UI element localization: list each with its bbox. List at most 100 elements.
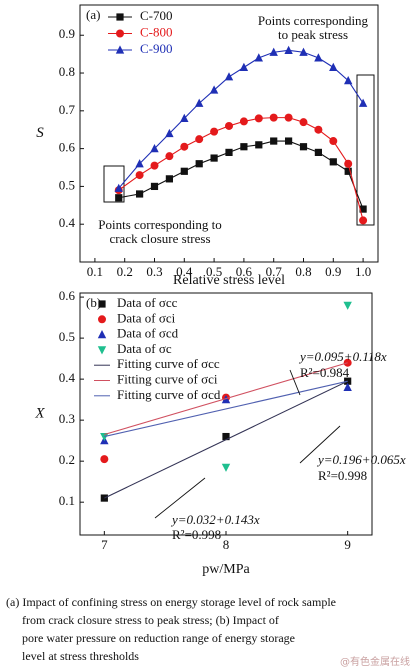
legend-marker	[115, 45, 125, 54]
point	[269, 113, 278, 122]
legend-label: C-800	[140, 24, 173, 39]
y-tick-label: 0.6	[59, 140, 76, 155]
caption-line: pore water pressure on reduction range o…	[22, 631, 295, 645]
y-tick-label: 0.9	[59, 26, 75, 41]
point	[150, 161, 159, 170]
caption-line: (a) Impact of confining stress on energy…	[6, 595, 336, 609]
point	[359, 205, 367, 213]
annotation: Points corresponding	[258, 13, 369, 28]
watermark: @有色金属在线	[340, 655, 410, 668]
x-tick-label: 7	[101, 537, 108, 552]
x-tick-label: 1.0	[355, 264, 371, 279]
annotation-arrow	[299, 425, 341, 464]
series-line	[104, 380, 348, 438]
point	[225, 148, 233, 156]
point	[224, 72, 234, 81]
point	[358, 98, 368, 107]
x-tick-label: 8	[223, 537, 230, 552]
point	[222, 432, 230, 441]
point	[343, 382, 352, 391]
point	[344, 377, 352, 385]
x-tick-label: 0.7	[266, 264, 283, 279]
point	[210, 154, 218, 162]
point	[239, 117, 248, 126]
x-tick-label: 0.9	[325, 264, 341, 279]
peak-stress-box	[356, 74, 375, 226]
point	[269, 47, 278, 56]
y-tick-label: 0.4	[59, 370, 76, 385]
legend-label: C-700	[140, 8, 173, 23]
point	[284, 113, 293, 122]
point	[299, 118, 308, 127]
y-tick-label: 0.8	[59, 64, 75, 79]
point	[299, 143, 308, 151]
legend-label: Fitting curve of σcc	[117, 356, 220, 371]
point	[329, 158, 337, 166]
point	[314, 53, 323, 62]
legend-label: Fitting curve of σcd	[117, 387, 221, 402]
y-tick-label: 0.5	[59, 329, 75, 344]
legend-marker	[116, 29, 124, 38]
legend-label: Data of σc	[117, 341, 172, 356]
x-tick-label: 0.6	[236, 264, 253, 279]
point	[150, 182, 159, 191]
annotation: R²=0.998	[172, 527, 221, 542]
point	[165, 128, 174, 138]
annotation: to peak stress	[278, 27, 348, 42]
point	[240, 143, 248, 151]
point	[359, 216, 368, 225]
annotation: crack closure stress	[109, 231, 210, 246]
legend-marker	[97, 346, 107, 355]
y-tick-label: 0.2	[59, 452, 75, 467]
point	[314, 125, 323, 134]
annotation: R²=0.998	[318, 468, 367, 483]
point	[100, 494, 108, 502]
series-line	[104, 362, 348, 436]
point	[165, 152, 174, 161]
point	[285, 137, 293, 145]
point	[225, 121, 233, 130]
series-line	[104, 380, 348, 499]
annotation: y=0.032+0.143x	[170, 512, 260, 527]
point	[180, 167, 188, 175]
point	[180, 113, 189, 122]
y-tick-label: 0.7	[59, 102, 76, 117]
point	[195, 160, 203, 168]
annotation-arrow	[289, 369, 301, 396]
plot-frame	[79, 4, 379, 263]
point	[115, 194, 123, 202]
x-axis-label: Relative stress level	[173, 273, 285, 288]
legend-label: Data of σcc	[117, 295, 178, 310]
panel-label: (b)	[86, 295, 101, 310]
x-tick-label: 0.2	[117, 264, 133, 279]
point	[114, 183, 123, 192]
y-axis-label: X	[34, 405, 45, 421]
point	[344, 167, 352, 175]
annotation: Points corresponding to	[98, 217, 222, 232]
point	[136, 190, 144, 198]
annotation-arrow	[154, 477, 206, 519]
legend-marker	[97, 330, 107, 339]
annotation: R²=0.984	[300, 365, 350, 380]
point	[255, 141, 263, 149]
y-tick-label: 0.1	[59, 493, 75, 508]
legend-label: Fitting curve of σci	[117, 371, 218, 386]
legend-label: Data of σcd	[117, 326, 179, 341]
x-tick-label: 0.1	[87, 264, 103, 279]
x-tick-label: 0.8	[295, 264, 311, 279]
point	[195, 98, 204, 107]
point	[270, 137, 278, 145]
x-tick-label: 9	[344, 537, 351, 552]
y-tick-label: 0.5	[59, 177, 75, 192]
point	[254, 53, 263, 62]
legend-marker	[98, 315, 106, 324]
point	[180, 142, 189, 151]
legend-label: C-900	[140, 41, 173, 56]
x-tick-label: 0.4	[176, 264, 193, 279]
legend-label: Data of σci	[117, 310, 176, 325]
legend-marker	[116, 13, 124, 21]
x-axis-label: pw/MPa	[202, 562, 250, 577]
point	[195, 135, 204, 144]
caption-line: from crack closure stress to peak stress…	[22, 613, 279, 627]
